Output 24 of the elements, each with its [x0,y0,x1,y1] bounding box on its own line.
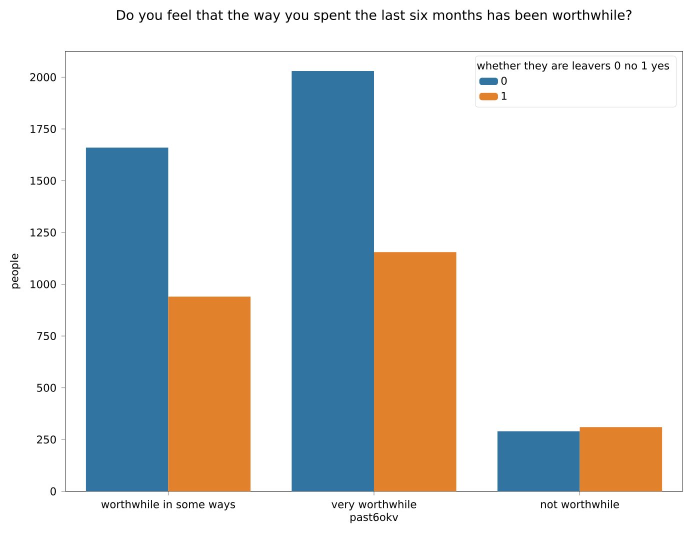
bar [580,427,662,492]
bar [374,252,456,492]
legend-label: 0 [501,76,507,85]
y-tick-label: 1250 [30,228,56,237]
y-tick-label: 1750 [30,124,56,133]
bar [497,431,580,492]
legend-title: whether they are leavers 0 no 1 yes [477,61,670,72]
x-axis-title: past6okv [350,512,398,524]
y-tick-label: 750 [37,332,56,340]
x-tick-label: not worthwhile [541,500,619,508]
x-tick-label: very worthwhile [332,500,416,510]
y-tick-label: 1000 [30,280,56,288]
y-tick-label: 1500 [30,176,56,185]
y-tick-label: 0 [50,487,56,496]
bar [292,70,374,492]
x-tick-label: worthwhile in some ways [101,500,236,510]
y-tick-label: 2000 [30,73,56,82]
y-axis-title: people [10,254,20,288]
bar [86,148,168,492]
y-tick-label: 250 [37,436,56,444]
legend-label: 1 [502,92,506,100]
chart-title: Do you feel that the way you spent the last six months has been worthwhile? [117,10,632,23]
y-tick-label: 500 [37,384,56,392]
bar [168,296,251,492]
